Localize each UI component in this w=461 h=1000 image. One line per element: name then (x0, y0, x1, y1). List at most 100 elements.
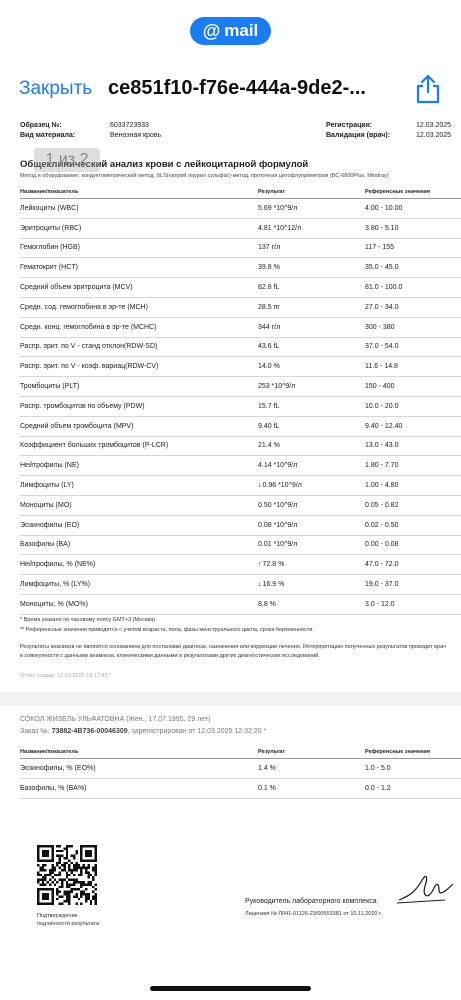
arrow-up-icon: ↑ (258, 561, 262, 569)
row-reference: 0.0 - 1.2 (365, 778, 461, 799)
row-result-cell: 0.08 *10^9/л (258, 515, 365, 536)
row-name: Гематокрит (HCT) (20, 257, 258, 279)
share-icon[interactable] (415, 74, 441, 104)
row-result: 39.8 % (258, 264, 280, 272)
row-result: 28.5 пг (258, 303, 280, 311)
row-reference: 19.0 - 37.0 (365, 574, 461, 595)
row-reference: 11.6 - 14.8 (365, 356, 461, 378)
row-reference: 9.40 - 12.40 (365, 416, 461, 437)
row-result: 344 г/л (258, 323, 281, 331)
row-result: 137 г/л (258, 244, 281, 252)
validation-value: 12.03.2025 (416, 132, 452, 139)
arrow-down-icon: ↓ (258, 581, 262, 589)
registration-value: 12.03.2025 (416, 122, 452, 129)
row-name: Моноциты (MO) (20, 495, 258, 516)
order-suffix: , зарегистрирован от 12.03.2025 12:32:20… (127, 728, 267, 735)
reference-note: ** Референсные значения приводятся с уче… (20, 627, 315, 633)
row-result: 9.40 fL (258, 422, 280, 430)
row-result-cell: 8.8 % (258, 594, 365, 615)
page-indicator: 1 из 2 (34, 148, 100, 172)
table-row: Коэффициент больших тромбоцитов (P-LCR) 2… (20, 436, 461, 457)
row-name: Коэффициент больших тромбоцитов (P-LCR) (20, 436, 258, 457)
pdf-document[interactable]: Образец №: 6033723933 Вид материала: Вен… (0, 112, 461, 992)
patient-info: СОКОЛ ЖИЗЕЛЬ УЛЬФАТОВНА (Жен., 17.07.199… (20, 716, 211, 723)
order-prefix: Заказ №: (20, 728, 52, 735)
row-reference: 35.0 - 45.0 (365, 257, 461, 279)
mail-app-pill[interactable]: @ mail (190, 17, 271, 45)
row-result-cell: 253 *10^9/л (258, 376, 365, 397)
close-button[interactable]: Закрыть (19, 78, 93, 99)
material-label: Вид материала: (20, 132, 76, 139)
table-row: Средний объем эритроцита (MCV) 82.8 fL 81.… (20, 277, 461, 298)
row-name: Эозинофилы, % (EO%) (20, 758, 258, 779)
header-result: Результат (258, 186, 365, 199)
row-name: Тромбоциты (PLT) (20, 376, 258, 397)
report-created: Отчет создан: 12.03.2025 18:17:43 * (20, 673, 112, 679)
row-name: Моноциты, % (MO%) (20, 594, 258, 615)
results-table-page2: Название/показатель Результат Референсны… (20, 746, 461, 799)
row-result-cell: ↓16.9 % (258, 574, 365, 595)
row-result: 0.50 *10^9/л (258, 501, 298, 509)
row-reference: 3.0 - 12.0 (365, 594, 461, 615)
table-row: Эозинофилы (EO) 0.08 *10^9/л 0.02 - 0.50 (20, 515, 461, 536)
row-result: 15.7 fL (258, 402, 280, 410)
row-result: 4.14 *10^9/л (258, 462, 298, 470)
row-name: Распр. тромбоцитов по объему (PDW) (20, 396, 258, 417)
table-row: Базофилы, % (BA%) 0.1 % 0.0 - 1.2 (20, 778, 461, 799)
qr-caption-line-2: подлинности результата (37, 921, 100, 927)
row-name: Средний объем эритроцита (MCV) (20, 277, 258, 298)
row-result: 0.1 % (258, 784, 276, 792)
mail-pill-label: mail (224, 21, 259, 40)
table-row: Лимфоциты (LY) ↓0.96 *10^9/л 1.00 - 4.80 (20, 475, 461, 496)
signer-title: Руководитель лабораторного комплекса (245, 898, 377, 905)
table-row: Тромбоциты (PLT) 253 *10^9/л 150 - 400 (20, 376, 461, 397)
table-row: Эозинофилы, % (EO%) 1.4 % 1.0 - 5.0 (20, 758, 461, 779)
row-result-cell: 28.5 пг (258, 297, 365, 318)
row-name: Средн. сод. гемоглобина в эр-те (MCH) (20, 297, 258, 318)
row-name: Распр. эрит. по V - станд отклон(RDW-SD) (20, 337, 258, 358)
row-result-cell: 14.0 % (258, 356, 365, 378)
row-result: 21.4 % (258, 442, 280, 450)
row-result-cell: 15.7 fL (258, 396, 365, 417)
row-result-cell: 5.69 *10^9/л (258, 198, 365, 219)
row-result: 1.4 % (258, 764, 276, 772)
table-row: Моноциты (MO) 0.50 *10^9/л 0.05 - 0.82 (20, 495, 461, 516)
table-row: Нейтрофилы, % (NE%) ↑72.8 % 47.0 - 72.0 (20, 554, 461, 576)
disclaimer-line-2: в совокупности с данными анамнеза, клини… (20, 653, 320, 659)
row-reference: 27.0 - 34.0 (365, 297, 461, 318)
row-result-cell: 21.4 % (258, 436, 365, 457)
table-row: Гемоглобин (HGB) 137 г/л 117 - 155 (20, 238, 461, 259)
home-indicator[interactable] (150, 986, 311, 991)
row-result: 43.6 fL (258, 343, 280, 351)
row-result: 253 *10^9/л (258, 383, 296, 391)
row-reference: 47.0 - 72.0 (365, 554, 461, 576)
row-result-cell: 344 г/л (258, 317, 365, 338)
row-result-cell: 0.1 % (258, 778, 365, 799)
row-reference: 150 - 400 (365, 376, 461, 397)
row-result-cell: 0.50 *10^9/л (258, 495, 365, 516)
table-row: Базофилы (BA) 0.01 *10^9/л 0.00 - 0.08 (20, 535, 461, 556)
row-reference: 13.0 - 43.0 (365, 436, 461, 457)
sample-value: 6033723933 (110, 122, 149, 129)
row-reference: 1.0 - 5.0 (365, 758, 461, 779)
license-text: Лицензия № Л041-01126-23/00553381 от 10.… (245, 911, 382, 917)
table-row: Средний объем тромбоцита (MPV) 9.40 fL 9.4… (20, 416, 461, 437)
header-name: Название/показатель (20, 746, 258, 759)
table-row: Лейкоциты (WBC) 5.69 *10^9/л 4.00 - 10.00 (20, 198, 461, 219)
row-reference: 4.00 - 10.00 (365, 198, 461, 219)
row-result-cell: 82.8 fL (258, 277, 365, 298)
row-name: Нейтрофилы (NE) (20, 455, 258, 477)
row-result: 8.8 % (258, 600, 276, 608)
row-reference: 0.00 - 0.08 (365, 535, 461, 556)
row-reference: 81.0 - 100.0 (365, 277, 461, 298)
at-icon: @ (202, 20, 221, 41)
test-title: Общеклинический анализ крови с лейкоцита… (20, 159, 309, 170)
method-description: Метод и оборудование: кондуктометрически… (20, 173, 389, 179)
row-name: Лейкоциты (WBC) (20, 198, 258, 219)
disclaimer-line-1: Результаты анализов не являются основани… (20, 644, 446, 650)
arrow-down-icon: ↓ (258, 482, 262, 490)
order-info: Заказ №: 73882-4B736-00046309, зарегистр… (20, 728, 266, 735)
row-result: 72.8 % (262, 561, 285, 569)
table-row: Средн. конц. гемоглобина в эр-те (MCHC) 3… (20, 317, 461, 338)
header-ref: Референсные значения (365, 746, 461, 759)
